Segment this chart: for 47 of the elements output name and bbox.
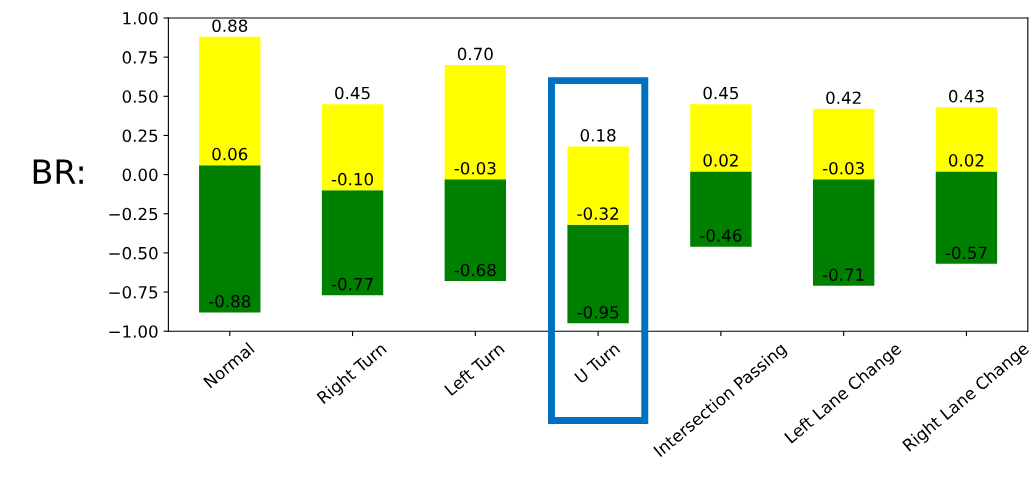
y-tick-label: 0.50 (122, 90, 158, 103)
y-tick-label: 0.25 (122, 129, 158, 143)
annotation: 0.42 (826, 91, 861, 105)
annotation: 0.02 (948, 154, 984, 167)
annotation: -0.03 (454, 161, 496, 175)
y-tick-label: 0.00 (122, 168, 158, 182)
annotation: 0.88 (212, 19, 248, 32)
bar (567, 146, 629, 225)
x-tick-label: Left Turn (443, 341, 505, 397)
y-axis-title: BR: (33, 159, 83, 184)
annotation: 0.70 (457, 47, 493, 61)
bar (199, 165, 261, 313)
annotation: 0.45 (335, 86, 370, 100)
annotation: 0.43 (948, 89, 984, 103)
annotation: -0.71 (822, 268, 864, 281)
annotation: -0.68 (454, 263, 496, 277)
annotation: 0.18 (580, 129, 616, 142)
annotation: 0.06 (212, 147, 248, 161)
annotation: -0.03 (822, 161, 864, 175)
annotation: 0.45 (703, 86, 738, 100)
bar (935, 107, 998, 172)
y-tick-label: −1.00 (109, 325, 158, 338)
bar (690, 171, 752, 247)
annotation: -0.95 (577, 305, 619, 319)
bar (321, 190, 384, 296)
annotation: -0.77 (331, 277, 373, 291)
y-tick-label: 1.00 (123, 11, 158, 25)
y-tick-label: −0.75 (109, 286, 158, 299)
annotation: 0.02 (703, 154, 738, 167)
bar (444, 64, 507, 180)
x-tick-label: U Turn (574, 342, 621, 384)
bar (690, 104, 752, 172)
bar (812, 179, 875, 286)
annotation: -0.46 (700, 229, 742, 242)
bar (567, 224, 629, 324)
y-tick-label: 0.75 (122, 51, 158, 64)
annotation: -0.57 (945, 246, 987, 260)
annotation: -0.32 (577, 207, 618, 220)
bar (444, 179, 507, 282)
y-tick-label: −0.25 (109, 207, 158, 221)
bar (321, 104, 384, 191)
bar (199, 36, 261, 166)
bar (935, 171, 998, 264)
y-tick-label: −0.50 (109, 246, 158, 260)
annotation: -0.88 (209, 295, 251, 308)
bar (812, 108, 875, 180)
annotation: -0.10 (331, 172, 373, 186)
